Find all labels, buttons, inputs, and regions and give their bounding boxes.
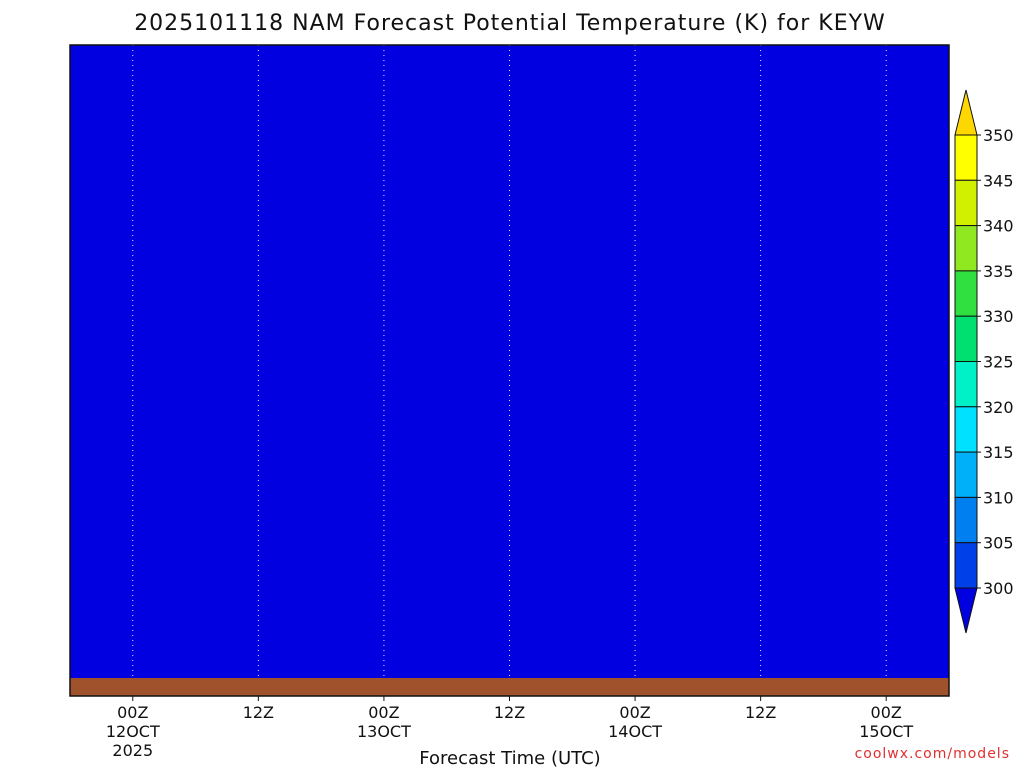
colorbar-max-arrow — [954, 89, 978, 136]
colorbar-label: 325 — [983, 353, 1014, 372]
band-fill-342 — [70, 0, 949, 1]
colorbar-swatch — [954, 496, 978, 544]
grid-lines — [132, 45, 887, 678]
credit-link[interactable]: coolwx.com/models — [855, 746, 1010, 762]
x-tick-label: 00Z — [619, 703, 650, 722]
x-tick-year: 2025 — [112, 741, 153, 760]
colorbar-swatch — [954, 315, 978, 363]
x-tick-label: 12Z — [745, 703, 776, 722]
colorbar-swatch — [954, 406, 978, 453]
x-tick-date: 13OCT — [357, 722, 411, 741]
band-fill-299 — [70, 45, 949, 696]
colorbar-label: 315 — [983, 443, 1014, 462]
colorbar-swatch — [954, 361, 978, 408]
colorbar-label: 300 — [983, 579, 1014, 598]
contour-344 — [70, 0, 949, 1]
pressure-axis: 2503003504004505005506006507007508008509… — [31, 0, 62, 3]
x-tick-label: 00Z — [871, 703, 902, 722]
colorbar-label: 345 — [983, 171, 1014, 190]
ground-fill — [70, 678, 949, 696]
colorbar-label: 310 — [983, 488, 1014, 507]
x-tick-date: 12OCT — [106, 722, 160, 741]
colorbar-swatch — [954, 542, 978, 589]
colorbar-label: 330 — [983, 307, 1014, 326]
x-tick-date: 14OCT — [608, 722, 662, 741]
colorbar-label: 305 — [983, 534, 1014, 553]
colorbar-swatch — [954, 134, 978, 181]
colorbar-min-arrow — [954, 587, 978, 634]
colorbar-label: 350 — [983, 126, 1014, 145]
potential-temperature-fills — [70, 0, 949, 696]
ground-surface — [70, 678, 949, 696]
colorbar-label: 340 — [983, 217, 1014, 236]
x-tick-label: 12Z — [243, 703, 274, 722]
colorbar-swatch — [954, 451, 978, 498]
colorbar-swatch — [954, 270, 978, 317]
x-tick-label: 12Z — [494, 703, 525, 722]
x-axis-label: Forecast Time (UTC) — [419, 748, 600, 768]
colorbar: 350 345 340 335 330 325 320 315 310 305 300 — [954, 89, 1014, 634]
x-tick-label: 00Z — [117, 703, 148, 722]
x-tick-date: 15OCT — [859, 722, 913, 741]
chart-title: 2025101118 NAM Forecast Potential Temper… — [134, 11, 886, 36]
y-tick-label: 250 — [31, 0, 62, 3]
colorbar-swatch — [954, 225, 978, 272]
colorbar-swatch — [954, 179, 978, 227]
colorbar-label: 335 — [983, 262, 1014, 281]
colorbar-label: 320 — [983, 398, 1014, 417]
x-tick-label: 00Z — [368, 703, 399, 722]
